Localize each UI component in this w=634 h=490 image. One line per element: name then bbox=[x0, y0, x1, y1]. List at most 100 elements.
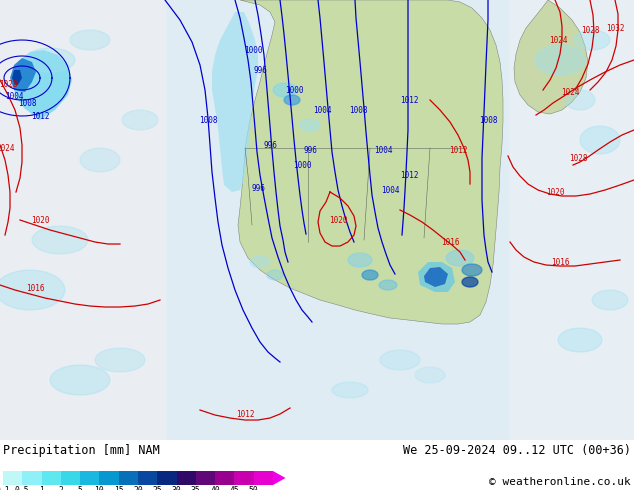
Text: 1016: 1016 bbox=[26, 284, 44, 293]
Text: 996: 996 bbox=[251, 184, 265, 193]
Text: 2: 2 bbox=[58, 486, 63, 490]
Polygon shape bbox=[348, 253, 372, 267]
Text: 15: 15 bbox=[114, 486, 124, 490]
Bar bbox=[138, 471, 157, 485]
Text: 1028: 1028 bbox=[569, 153, 587, 163]
Text: 1: 1 bbox=[39, 486, 44, 490]
Text: 1012: 1012 bbox=[449, 146, 467, 154]
Text: 1004: 1004 bbox=[381, 186, 399, 195]
Bar bbox=[157, 471, 177, 485]
Text: 996: 996 bbox=[263, 141, 277, 149]
Polygon shape bbox=[25, 48, 75, 72]
Bar bbox=[215, 471, 235, 485]
Text: 1028: 1028 bbox=[581, 25, 599, 34]
Text: 996: 996 bbox=[303, 146, 317, 154]
Bar bbox=[100, 471, 119, 485]
Polygon shape bbox=[267, 270, 283, 280]
Text: 1004: 1004 bbox=[313, 105, 331, 115]
Text: 1032: 1032 bbox=[605, 24, 624, 32]
Text: 1004: 1004 bbox=[374, 146, 392, 154]
Bar bbox=[61, 471, 80, 485]
Text: 1020: 1020 bbox=[31, 216, 49, 224]
Bar bbox=[235, 471, 254, 485]
Polygon shape bbox=[95, 348, 145, 372]
Polygon shape bbox=[0, 270, 65, 310]
Polygon shape bbox=[80, 148, 120, 172]
Text: 20: 20 bbox=[133, 486, 143, 490]
Text: 1016: 1016 bbox=[551, 258, 569, 267]
Polygon shape bbox=[424, 267, 448, 287]
Text: 35: 35 bbox=[191, 486, 201, 490]
Polygon shape bbox=[574, 30, 610, 50]
Polygon shape bbox=[592, 290, 628, 310]
Bar bbox=[42, 471, 61, 485]
Polygon shape bbox=[535, 45, 585, 75]
Text: 1008: 1008 bbox=[349, 105, 367, 115]
Text: 50: 50 bbox=[249, 486, 259, 490]
Polygon shape bbox=[12, 50, 72, 120]
Polygon shape bbox=[300, 119, 320, 131]
Text: 1016: 1016 bbox=[441, 238, 459, 246]
Bar bbox=[119, 471, 138, 485]
Text: 1004: 1004 bbox=[4, 92, 23, 100]
Text: 1008: 1008 bbox=[198, 116, 217, 124]
Bar bbox=[196, 471, 215, 485]
Bar bbox=[0, 0, 165, 440]
Polygon shape bbox=[379, 280, 397, 290]
Polygon shape bbox=[446, 250, 474, 266]
Polygon shape bbox=[580, 126, 620, 154]
Text: 45: 45 bbox=[230, 486, 239, 490]
Polygon shape bbox=[50, 365, 110, 395]
Polygon shape bbox=[250, 256, 270, 268]
Text: 1008: 1008 bbox=[479, 116, 497, 124]
Text: 1008: 1008 bbox=[18, 98, 36, 107]
Text: 10: 10 bbox=[94, 486, 105, 490]
Text: 1012: 1012 bbox=[31, 112, 49, 121]
Text: 0.5: 0.5 bbox=[15, 486, 30, 490]
Polygon shape bbox=[462, 264, 482, 276]
Polygon shape bbox=[70, 30, 110, 50]
Bar bbox=[80, 471, 100, 485]
Polygon shape bbox=[32, 226, 88, 254]
Text: © weatheronline.co.uk: © weatheronline.co.uk bbox=[489, 477, 631, 487]
Polygon shape bbox=[10, 58, 36, 92]
Polygon shape bbox=[12, 70, 22, 85]
Polygon shape bbox=[238, 0, 503, 324]
Text: 1012: 1012 bbox=[400, 96, 418, 104]
Text: 1020: 1020 bbox=[329, 216, 347, 224]
Text: 996: 996 bbox=[253, 66, 267, 74]
Text: 1012: 1012 bbox=[400, 171, 418, 179]
Text: 1024: 1024 bbox=[549, 35, 567, 45]
Polygon shape bbox=[514, 0, 588, 114]
Text: 1028: 1028 bbox=[0, 79, 17, 89]
Polygon shape bbox=[418, 262, 455, 292]
Polygon shape bbox=[558, 328, 602, 352]
Bar bbox=[254, 471, 273, 485]
Bar bbox=[177, 471, 196, 485]
Bar bbox=[22, 471, 42, 485]
Polygon shape bbox=[565, 90, 595, 110]
Polygon shape bbox=[273, 83, 297, 97]
Text: 30: 30 bbox=[172, 486, 181, 490]
Polygon shape bbox=[273, 471, 285, 485]
Polygon shape bbox=[212, 12, 258, 192]
Text: Precipitation [mm] NAM: Precipitation [mm] NAM bbox=[3, 444, 160, 457]
Text: 1000: 1000 bbox=[293, 161, 311, 170]
Polygon shape bbox=[284, 95, 300, 105]
Text: 1024: 1024 bbox=[560, 88, 579, 97]
Text: We 25-09-2024 09..12 UTC (00+36): We 25-09-2024 09..12 UTC (00+36) bbox=[403, 444, 631, 457]
Polygon shape bbox=[415, 367, 445, 383]
Bar bbox=[510, 0, 634, 440]
Text: 5: 5 bbox=[78, 486, 82, 490]
Polygon shape bbox=[332, 382, 368, 398]
Text: 1020: 1020 bbox=[546, 188, 564, 196]
Text: 40: 40 bbox=[210, 486, 220, 490]
Polygon shape bbox=[122, 110, 158, 130]
Polygon shape bbox=[462, 277, 478, 287]
Polygon shape bbox=[362, 270, 378, 280]
Text: 1000: 1000 bbox=[285, 85, 303, 95]
Text: 1024: 1024 bbox=[0, 144, 14, 152]
Text: 25: 25 bbox=[152, 486, 162, 490]
Text: 1012: 1012 bbox=[236, 410, 254, 418]
Polygon shape bbox=[380, 350, 420, 370]
